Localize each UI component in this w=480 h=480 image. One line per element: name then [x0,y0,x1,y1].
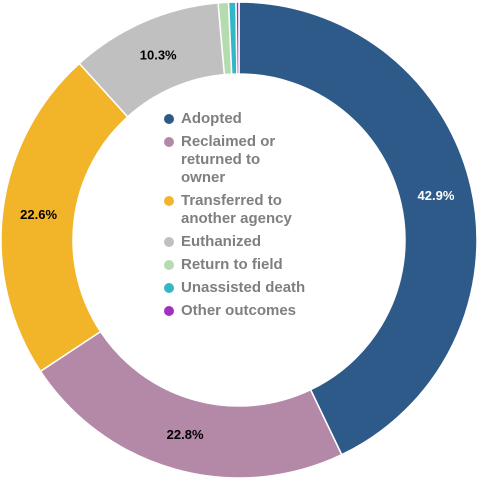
legend-label: Unassisted death [181,279,306,296]
legend-label: Reclaimed or returned to owner [181,133,276,186]
slice-other-outcomes [235,1,240,75]
legend-marker [164,137,174,147]
chart-legend: Adopted Reclaimed or returned to owner Tra… [164,110,354,325]
slice-adopted [238,1,478,456]
slice-label-transferred-to-another-agency: 22.6% [20,207,57,222]
slice-transferred-to-another-agency [0,62,129,373]
legend-label: Transferred to another agency [181,192,292,227]
legend-item-return-to-field: Return to field [164,256,354,274]
legend-marker [164,283,174,293]
legend-marker [164,114,174,124]
legend-marker [164,260,174,270]
slice-reclaimed-or-returned-to-owner [39,330,343,479]
slice-label-reclaimed-or-returned-to-owner: 22.8% [167,427,204,442]
legend-item-euthanized: Euthanized [164,233,354,251]
legend-item-transferred-to-another-agency: Transferred to another agency [164,192,354,228]
legend-item-reclaimed-or-returned-to-owner: Reclaimed or returned to owner [164,133,354,187]
legend-item-other-outcomes: Other outcomes [164,302,354,320]
legend-marker [164,306,174,316]
legend-label: Other outcomes [181,302,297,319]
legend-label: Return to field [181,256,283,273]
slice-label-euthanized: 10.3% [140,47,177,62]
legend-item-unassisted-death: Unassisted death [164,279,354,297]
legend-item-adopted: Adopted [164,110,354,128]
legend-marker [164,196,174,206]
legend-label: Adopted [181,110,242,127]
legend-marker [164,237,174,247]
slice-label-adopted: 42.9% [418,188,455,203]
legend-label: Euthanized [181,233,262,250]
